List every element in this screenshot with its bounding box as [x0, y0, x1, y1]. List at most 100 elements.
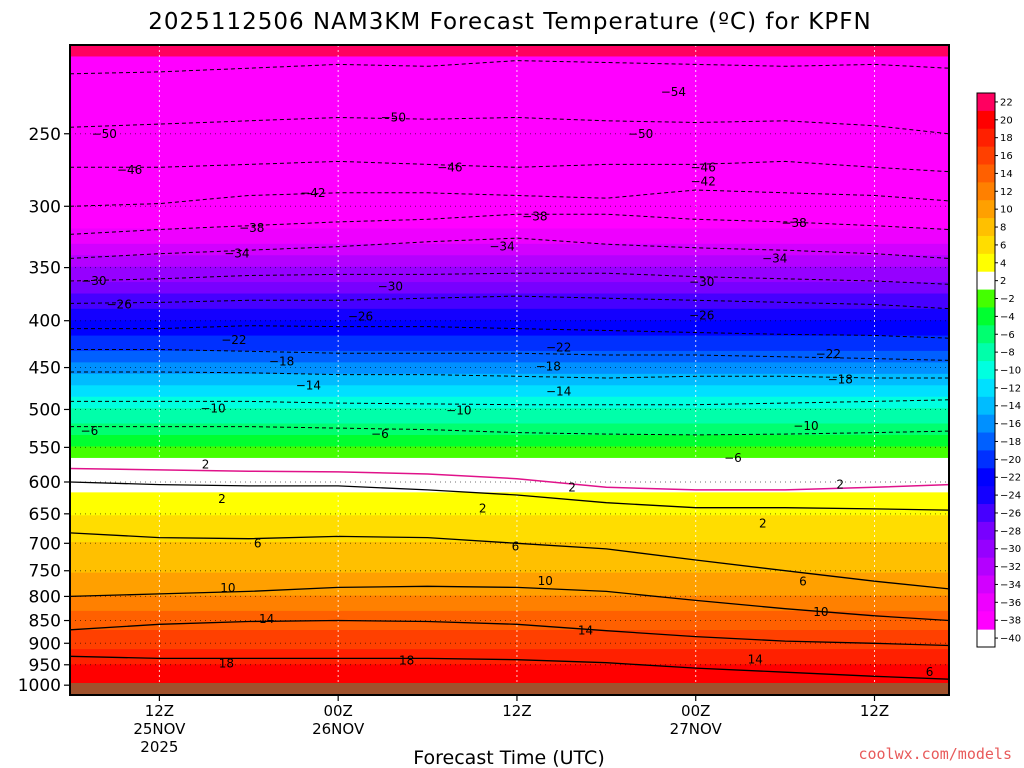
temperature-band: [70, 178, 949, 184]
temperature-band: [70, 171, 949, 176]
y-tick-label: 800: [29, 587, 61, 607]
temperature-band: [70, 649, 949, 654]
colorbar-swatch: [977, 468, 995, 487]
colorbar-label: 20: [1000, 115, 1013, 126]
temperature-band: [70, 217, 949, 222]
grid-lines: [70, 45, 949, 695]
temperature-band: [70, 320, 949, 325]
colorbar-swatch: [977, 235, 995, 255]
contour-label: −10: [446, 403, 471, 417]
colorbar-swatch: [977, 361, 995, 380]
colorbar-label: −6: [1000, 330, 1015, 341]
temperature-band: [70, 358, 949, 364]
x-tick-label: 25NOV: [133, 720, 186, 738]
contour-label: −30: [689, 275, 714, 289]
temperature-band: [70, 186, 949, 192]
temperature-band: [70, 423, 949, 429]
temperature-band: [70, 607, 949, 612]
temperature-band: [70, 431, 949, 436]
colorbar-label: −8: [1000, 348, 1015, 359]
contour-label: 2: [568, 480, 576, 494]
temperature-band: [70, 507, 949, 513]
temperature-band: [70, 477, 949, 482]
temperature-band: [70, 87, 949, 92]
temperature-band: [70, 461, 949, 467]
temperature-band: [70, 213, 949, 218]
temperature-band: [70, 259, 949, 264]
temperature-band: [70, 576, 949, 582]
plot-frame: [69, 44, 950, 696]
colorbar-label: −12: [1000, 383, 1021, 394]
isotherm-dashed--10: [70, 399, 949, 406]
colorbar-label: −22: [1000, 473, 1021, 484]
contour-label: −18: [828, 373, 853, 387]
temperature-band: [70, 610, 949, 616]
contour-label: 14: [259, 612, 274, 626]
temperature-band: [70, 331, 949, 337]
temperature-band: [70, 400, 949, 406]
temperature-band: [70, 45, 949, 50]
temperature-band: [70, 350, 949, 356]
temperature-band: [70, 419, 949, 425]
contour-label: −22: [221, 333, 246, 347]
isotherm-dashed--46: [70, 160, 949, 173]
temperature-band: [70, 354, 949, 360]
temperature-band: [70, 435, 949, 440]
contour-label: −10: [793, 419, 818, 433]
contour-label: −6: [81, 424, 99, 438]
temperature-band: [70, 98, 949, 104]
temperature-band: [70, 194, 949, 199]
temperature-band: [70, 457, 949, 463]
temperature-band: [70, 67, 949, 73]
y-tick-label: 600: [29, 473, 61, 493]
x-tick-label: 27NOV: [670, 720, 723, 738]
temperature-band: [70, 454, 949, 459]
y-tick-label: 450: [29, 359, 61, 379]
contour-label: −34: [489, 240, 514, 254]
colorbar-label: 14: [1000, 169, 1013, 180]
contour-label: −42: [300, 186, 325, 200]
temperature-band: [70, 595, 949, 601]
temperature-band: [70, 339, 949, 345]
colorbar-swatch: [977, 539, 995, 559]
contour-label: −26: [689, 309, 714, 323]
colorbar-label: 2: [1000, 276, 1006, 287]
temperature-band: [70, 480, 949, 486]
temperature-band: [70, 626, 949, 631]
y-tick-label: 400: [29, 312, 61, 332]
temperature-band: [70, 587, 949, 593]
y-tick-label: 900: [29, 634, 61, 654]
isotherm-dashed--6: [70, 426, 949, 436]
contour-label: −26: [348, 310, 373, 324]
contour-label: 2: [218, 492, 226, 506]
temperature-band: [70, 56, 949, 62]
temperature-band: [70, 266, 949, 272]
temperature-band: [70, 614, 949, 620]
temperature-band: [70, 415, 949, 421]
contour-label: −6: [371, 427, 389, 441]
temperature-band: [70, 48, 949, 54]
y-tick-label: 950: [29, 656, 61, 676]
x-tick-label: 00Z: [681, 702, 710, 720]
temperature-band: [70, 618, 949, 624]
contour-label: −50: [92, 127, 117, 141]
temperature-band: [70, 373, 949, 379]
temperature-band: [70, 427, 949, 432]
temperature-band: [70, 159, 949, 165]
temperature-band: [70, 94, 949, 100]
temperature-band: [70, 305, 949, 310]
temperature-band: [70, 262, 949, 268]
temperature-band: [70, 251, 949, 257]
temperature-band: [70, 392, 949, 398]
temperature-band: [70, 75, 949, 81]
temperature-band: [70, 347, 949, 352]
contour-label: 6: [254, 536, 262, 550]
zero-isotherm-line: [70, 467, 949, 491]
x-tick-label: 12Z: [502, 702, 531, 720]
colorbar-label: −16: [1000, 419, 1021, 430]
temperature-band: [70, 484, 949, 490]
temperature-band: [70, 465, 949, 471]
contour-label: −38: [522, 210, 547, 224]
colorbar-label: −24: [1000, 491, 1021, 502]
colorbar-label: −14: [1000, 401, 1021, 412]
